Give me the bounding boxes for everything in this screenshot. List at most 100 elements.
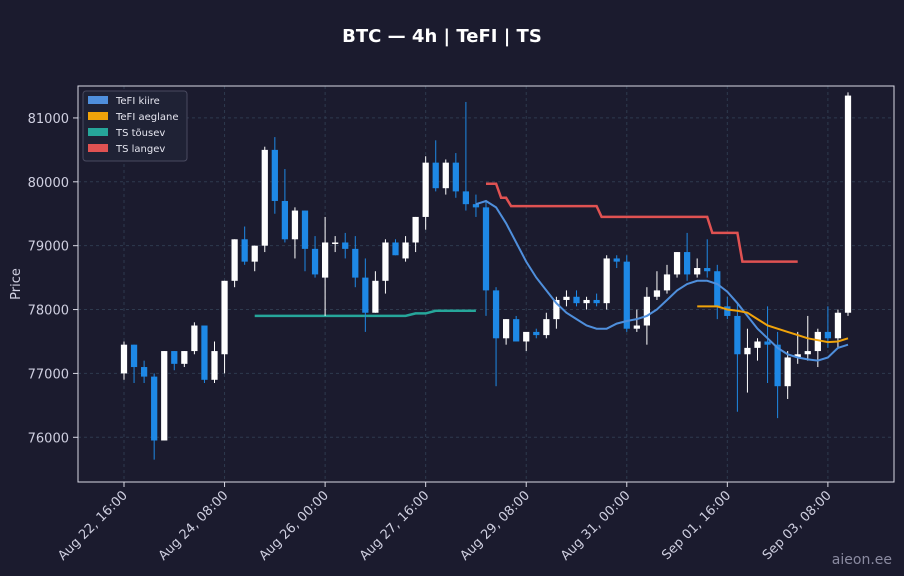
- x-tick-label: Aug 22, 16:00: [55, 488, 131, 564]
- candle-bull: [191, 325, 198, 352]
- candle-bull: [442, 162, 449, 189]
- candle-bear: [573, 296, 580, 304]
- legend-label: TeFI kiire: [115, 96, 160, 107]
- candle-bull: [120, 344, 128, 374]
- candle-bull: [754, 341, 761, 348]
- candle-bull: [553, 299, 560, 320]
- y-tick-label: 77000: [28, 367, 69, 382]
- candle-bull: [221, 280, 228, 355]
- candle-bull: [422, 162, 429, 217]
- candle-bear: [593, 299, 600, 304]
- candle-bull: [372, 280, 379, 313]
- candle-bull: [844, 95, 852, 313]
- candle-bear: [734, 315, 741, 355]
- tefi-slow-line: [697, 305, 849, 344]
- candle-bear: [311, 248, 319, 275]
- candle-bull: [251, 245, 258, 262]
- candle-bull: [744, 347, 751, 355]
- candle-bear: [201, 325, 208, 380]
- y-tick-label: 80000: [28, 176, 69, 191]
- legend-swatch: [88, 112, 108, 120]
- candle-bull: [673, 252, 681, 275]
- candle-bull: [794, 354, 801, 358]
- candle-bear: [513, 319, 520, 342]
- candle-bull: [211, 351, 218, 380]
- legend-label: TeFI aeglane: [115, 112, 178, 123]
- candle-bear: [130, 344, 138, 368]
- candle-bull: [663, 274, 671, 291]
- candle-bear: [140, 367, 148, 377]
- plot-frame: [77, 85, 895, 483]
- x-tick-label: Aug 27, 16:00: [357, 488, 433, 564]
- candle-bull: [694, 268, 701, 275]
- legend-swatch: [88, 144, 108, 152]
- candle-bull: [412, 216, 419, 243]
- y-tick-label: 76000: [28, 431, 69, 446]
- candle-bull: [332, 242, 339, 244]
- candle-bear: [362, 277, 369, 313]
- y-axis: 76000 77000 78000 79000 80000 81000: [28, 112, 78, 446]
- candle-bull: [523, 331, 530, 342]
- candle-bull: [633, 325, 640, 329]
- candle-bear: [241, 239, 248, 262]
- x-tick-label: Aug 31, 00:00: [558, 488, 634, 564]
- candle-bear: [482, 207, 490, 291]
- candle-bull: [653, 290, 661, 297]
- candle-bear: [171, 351, 178, 364]
- x-tick-label: Aug 26, 00:00: [256, 488, 332, 564]
- candle-bear: [342, 242, 349, 249]
- watermark: aieon.ee: [831, 552, 892, 568]
- candle-bear: [472, 204, 480, 208]
- candle-bear: [683, 252, 691, 275]
- legend-box: [82, 90, 188, 162]
- candle-bear: [533, 331, 540, 336]
- legend: TeFI kiire TeFI aeglane TS tõusev TS langev: [82, 90, 188, 162]
- candle-bear: [704, 268, 711, 272]
- candle-bear: [774, 344, 781, 387]
- tefi-fast-line: [475, 199, 849, 362]
- candle-bear: [623, 261, 630, 329]
- candle-bull: [231, 239, 238, 281]
- candlesticks: [120, 92, 852, 460]
- legend-label: TS tõusev: [115, 128, 165, 139]
- candle-bull: [321, 242, 329, 278]
- y-tick-label: 81000: [28, 112, 69, 127]
- candle-bull: [834, 312, 842, 339]
- candle-bear: [151, 376, 158, 441]
- candle-bear: [764, 341, 771, 345]
- candle-bear: [301, 210, 309, 249]
- candle-bear: [824, 331, 832, 339]
- candle-bear: [432, 162, 439, 189]
- candle-bear: [352, 248, 359, 278]
- y-tick-label: 79000: [28, 240, 69, 255]
- candle-bull: [603, 258, 610, 304]
- candle-bull: [261, 149, 268, 246]
- candle-bull: [291, 210, 299, 240]
- candle-bull: [643, 296, 651, 326]
- candle-bear: [392, 242, 399, 256]
- legend-swatch: [88, 96, 108, 104]
- x-tick-label: Sep 03, 08:00: [760, 488, 835, 563]
- candle-bear: [492, 290, 500, 339]
- y-axis-label: Price: [9, 268, 24, 300]
- candle-bull: [543, 319, 550, 336]
- candle-bear: [271, 149, 278, 201]
- x-tick-label: Aug 29, 08:00: [458, 488, 534, 564]
- candle-bear: [714, 271, 721, 307]
- ts-falling-line: [486, 182, 798, 263]
- candle-bull: [784, 357, 791, 387]
- x-tick-label: Aug 24, 08:00: [156, 488, 232, 564]
- candle-bear: [724, 306, 731, 316]
- candle-bull: [382, 242, 389, 281]
- candle-bull: [402, 242, 409, 259]
- x-tick-label: Sep 01, 16:00: [659, 488, 734, 563]
- legend-label: TS langev: [115, 144, 165, 155]
- legend-swatch: [88, 128, 108, 136]
- tefi-lines: [475, 199, 849, 362]
- x-axis: Aug 22, 16:00 Aug 24, 08:00 Aug 26, 00:00 A…: [55, 482, 835, 564]
- candle-bear: [452, 162, 459, 192]
- candle-bull: [814, 331, 821, 352]
- candle-bear: [462, 191, 470, 205]
- candle-bear: [613, 258, 620, 262]
